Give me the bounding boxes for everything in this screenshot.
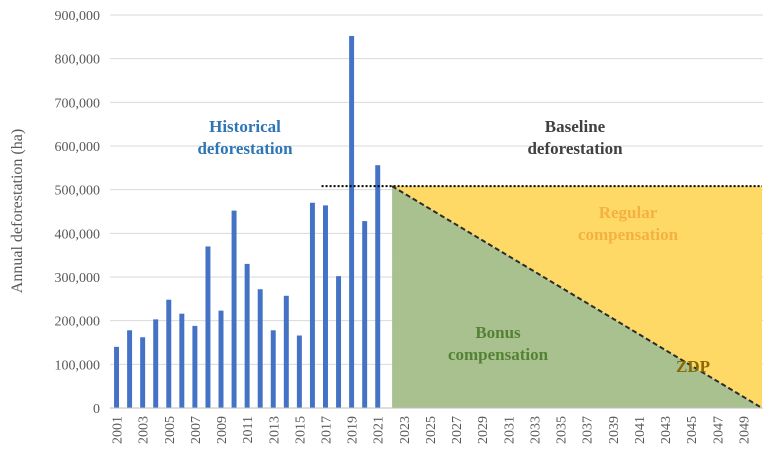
- x-tick-label: 2045: [685, 416, 700, 444]
- bar: [114, 346, 120, 408]
- y-tick-label: 300,000: [55, 271, 101, 286]
- bar: [218, 310, 224, 408]
- x-tick-label: 2043: [659, 416, 674, 444]
- regular-annotation-line: Regular: [599, 203, 658, 222]
- x-tick-label: 2049: [737, 416, 752, 444]
- historical-annotation: Historical deforestation: [197, 117, 293, 158]
- bonus-annotation-line: Bonus: [475, 323, 521, 342]
- bar: [336, 276, 342, 408]
- y-tick-label: 600,000: [55, 140, 101, 155]
- zdp-annotation: ZDP: [676, 357, 710, 376]
- x-tick-label: 2021: [372, 416, 387, 444]
- y-tick-label: 0: [93, 402, 100, 417]
- bar: [270, 330, 276, 408]
- x-tick-label: 2019: [346, 416, 361, 444]
- x-tick-labels: 2001 2003 2005 2007 2009 2011 2013 2015 2017 2019…: [111, 416, 753, 444]
- y-axis-label: Annual deforestation (ha): [9, 129, 26, 293]
- bar: [192, 325, 198, 408]
- x-tick-label: 2023: [398, 416, 413, 444]
- x-tick-label: 2029: [476, 416, 491, 444]
- annotations: Historical deforestation Baseline deforesta…: [197, 117, 710, 376]
- bar: [283, 295, 289, 408]
- bar: [153, 319, 159, 408]
- bar: [231, 210, 237, 408]
- x-tick-label: 2013: [267, 416, 282, 444]
- x-tick-label: 2005: [163, 416, 178, 444]
- x-tick-label: 2017: [319, 416, 334, 444]
- zdp-annotation-line: ZDP: [676, 357, 710, 376]
- baseline-annotation-line: Baseline: [545, 117, 606, 136]
- x-tick-label: 2031: [502, 416, 517, 444]
- bonus-annotation-line: compensation: [448, 345, 549, 364]
- x-tick-label: 2027: [450, 416, 465, 444]
- bar: [166, 299, 172, 408]
- y-tick-label: 800,000: [55, 53, 101, 68]
- bar: [205, 246, 211, 408]
- y-tick-label: 100,000: [55, 358, 101, 373]
- y-tick-label: 500,000: [55, 184, 101, 199]
- bar: [296, 335, 302, 408]
- x-tick-label: 2015: [293, 416, 308, 444]
- bars: [114, 35, 381, 409]
- baseline-annotation: Baseline deforestation: [527, 117, 623, 158]
- bar: [127, 330, 133, 408]
- y-tick-label: 700,000: [55, 96, 101, 111]
- x-tick-label: 2011: [241, 416, 256, 443]
- x-tick-label: 2033: [528, 416, 543, 444]
- x-tick-label: 2001: [111, 416, 126, 444]
- y-tick-label: 900,000: [55, 9, 101, 24]
- y-tick-label: 400,000: [55, 227, 101, 242]
- x-tick-label: 2003: [137, 416, 152, 444]
- bar: [257, 289, 263, 408]
- regular-annotation: Regular compensation: [578, 203, 679, 244]
- y-tick-labels: 0 100,000 200,000 300,000 400,000 500,000 600,…: [55, 9, 101, 417]
- bar: [309, 202, 315, 408]
- bonus-annotation: Bonus compensation: [448, 323, 549, 364]
- x-tick-label: 2037: [581, 416, 596, 444]
- bar: [140, 337, 146, 408]
- bar: [362, 221, 368, 408]
- baseline-annotation-line: deforestation: [527, 139, 623, 158]
- bar: [244, 263, 250, 408]
- regular-annotation-line: compensation: [578, 225, 679, 244]
- historical-annotation-line: Historical: [209, 117, 281, 136]
- x-tick-label: 2007: [189, 416, 204, 444]
- bar: [349, 35, 355, 409]
- reference-lines: [321, 185, 763, 409]
- x-tick-label: 2009: [215, 416, 230, 444]
- bar: [179, 313, 185, 408]
- bar: [323, 205, 328, 408]
- x-tick-label: 2039: [607, 416, 622, 444]
- y-tick-label: 200,000: [55, 315, 101, 330]
- x-tick-label: 2047: [711, 416, 726, 444]
- bar: [375, 165, 381, 408]
- x-tick-label: 2035: [555, 416, 570, 444]
- x-tick-label: 2025: [424, 416, 439, 444]
- x-tick-label: 2041: [633, 416, 648, 444]
- historical-annotation-line: deforestation: [197, 139, 293, 158]
